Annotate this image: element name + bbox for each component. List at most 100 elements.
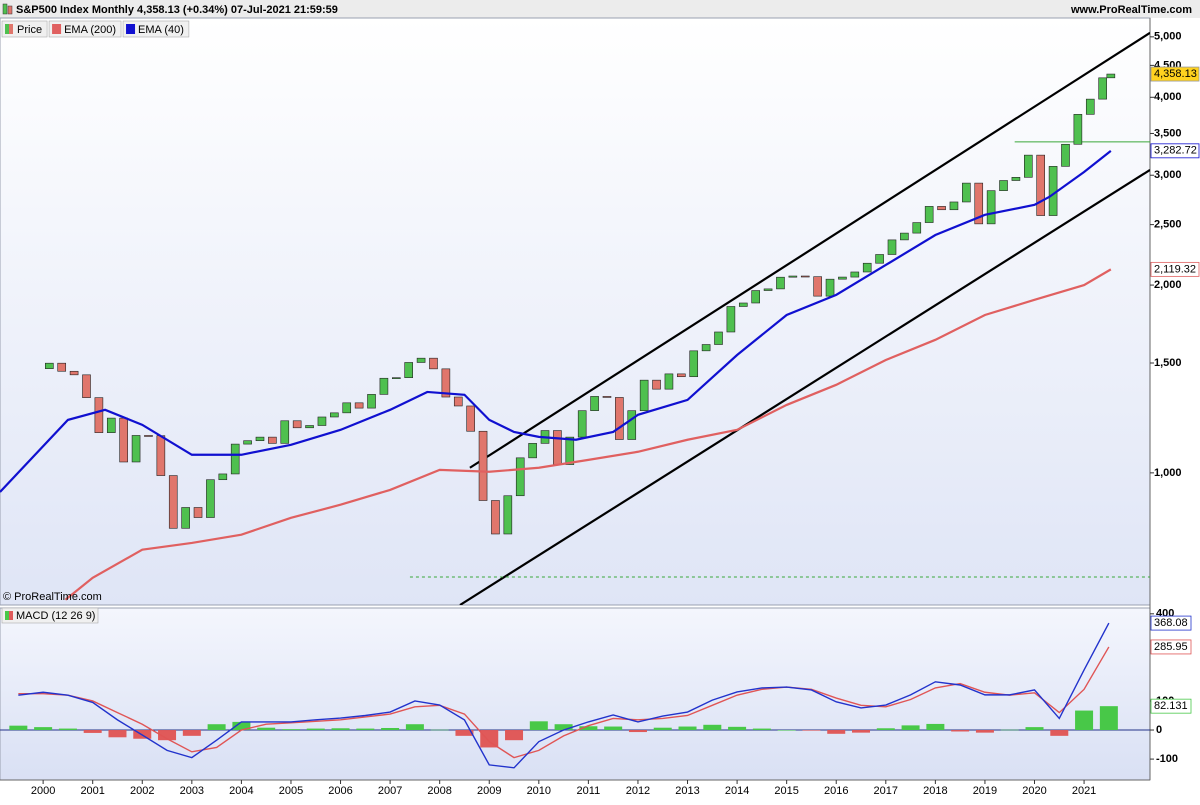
legend-swatch bbox=[9, 611, 13, 620]
candle bbox=[119, 417, 128, 463]
candle bbox=[850, 271, 860, 278]
legend-swatch bbox=[126, 24, 136, 34]
macd-line bbox=[18, 622, 1110, 769]
candle bbox=[354, 402, 364, 409]
histogram-bar bbox=[158, 730, 177, 741]
x-tick-label: 2018 bbox=[923, 785, 947, 797]
histogram-bar bbox=[876, 728, 895, 731]
candle bbox=[677, 373, 686, 378]
candle bbox=[305, 425, 314, 429]
candle bbox=[206, 479, 215, 518]
candle bbox=[763, 288, 773, 291]
x-tick-label: 2005 bbox=[279, 785, 303, 797]
histogram-bar bbox=[331, 728, 350, 731]
candle bbox=[181, 507, 190, 529]
histogram-bar bbox=[58, 728, 77, 731]
candle bbox=[813, 276, 822, 297]
histogram-bar bbox=[1050, 730, 1069, 736]
candle bbox=[218, 473, 228, 481]
header-site: www.ProRealTime.com bbox=[1070, 4, 1192, 16]
indicator-line bbox=[64, 268, 1112, 601]
x-tick-label: 2012 bbox=[626, 785, 650, 797]
candle bbox=[912, 222, 922, 234]
histogram-bar bbox=[108, 730, 127, 738]
candle bbox=[342, 402, 352, 414]
candle bbox=[875, 254, 884, 264]
candle bbox=[69, 370, 79, 376]
candle bbox=[255, 436, 265, 442]
candle bbox=[45, 362, 54, 369]
candle bbox=[751, 290, 760, 304]
y-tick-label: 3,500 bbox=[1154, 127, 1182, 139]
legend-bg bbox=[122, 20, 190, 38]
axes: 1,0001,5002,0002,5003,0003,5004,0004,500… bbox=[31, 31, 1200, 797]
y-tick-label: -100 bbox=[1156, 753, 1178, 765]
x-tick-label: 2019 bbox=[973, 785, 997, 797]
histogram-bar bbox=[83, 730, 102, 733]
x-tick-label: 2016 bbox=[824, 785, 848, 797]
candle bbox=[193, 507, 203, 518]
candle bbox=[602, 396, 612, 398]
macd-line bbox=[18, 646, 1110, 759]
x-tick-label: 2001 bbox=[80, 785, 104, 797]
candle bbox=[330, 412, 339, 418]
candle bbox=[577, 410, 587, 438]
candle bbox=[800, 275, 810, 278]
histogram-bar bbox=[628, 730, 647, 733]
histogram-bar bbox=[579, 726, 598, 731]
candle bbox=[714, 331, 723, 345]
histogram-bar bbox=[901, 725, 920, 731]
candle bbox=[243, 440, 252, 445]
candle bbox=[478, 430, 488, 501]
legend-swatch bbox=[5, 24, 9, 34]
candle bbox=[1106, 73, 1116, 79]
macd-panel bbox=[0, 607, 1151, 781]
legend-item: EMA (40) bbox=[122, 20, 190, 38]
legend-label: EMA (40) bbox=[138, 24, 184, 36]
histogram-bar bbox=[34, 727, 53, 731]
legend-bg bbox=[48, 20, 122, 38]
value-label: 368.08 bbox=[1154, 617, 1188, 629]
candle bbox=[466, 405, 475, 432]
histogram-bar bbox=[728, 726, 747, 731]
histogram-bar bbox=[281, 729, 300, 731]
candle bbox=[986, 190, 996, 225]
value-label: 2,119.32 bbox=[1154, 263, 1196, 275]
histogram-bar bbox=[604, 726, 623, 731]
histogram-bar bbox=[975, 730, 994, 733]
histogram-bar bbox=[9, 725, 28, 731]
histogram-bar bbox=[852, 730, 871, 733]
candle bbox=[168, 475, 178, 529]
x-tick-label: 2006 bbox=[328, 785, 352, 797]
legend-item: Price bbox=[1, 20, 48, 38]
x-tick-label: 2002 bbox=[130, 785, 154, 797]
histogram-bar bbox=[257, 727, 276, 731]
candle bbox=[1073, 114, 1083, 145]
x-tick-label: 2010 bbox=[527, 785, 551, 797]
histogram-bar bbox=[381, 727, 400, 731]
value-label-box bbox=[1150, 143, 1200, 159]
value-label: 4,358.13 bbox=[1154, 68, 1197, 80]
candle bbox=[553, 430, 562, 465]
candle bbox=[1024, 154, 1033, 178]
histogram-bar bbox=[505, 730, 524, 741]
histogram-bar bbox=[306, 728, 325, 731]
histogram-bar bbox=[207, 724, 226, 731]
candle bbox=[230, 443, 240, 475]
histogram-bar bbox=[430, 729, 449, 731]
macd-plot bbox=[0, 622, 1150, 769]
histogram-bar bbox=[777, 730, 796, 731]
histogram-bar bbox=[529, 721, 548, 731]
legend-swatch bbox=[9, 24, 13, 34]
candle bbox=[738, 302, 748, 307]
legend-label: MACD (12 26 9) bbox=[16, 610, 95, 622]
histogram-bar bbox=[480, 730, 499, 748]
candle bbox=[156, 435, 166, 476]
candle bbox=[900, 232, 909, 241]
candle bbox=[503, 495, 513, 535]
candle bbox=[453, 396, 463, 407]
legend-label: Price bbox=[17, 24, 42, 36]
y-tick-label: 2,000 bbox=[1154, 279, 1182, 291]
candle bbox=[94, 397, 104, 433]
candle bbox=[392, 377, 401, 379]
